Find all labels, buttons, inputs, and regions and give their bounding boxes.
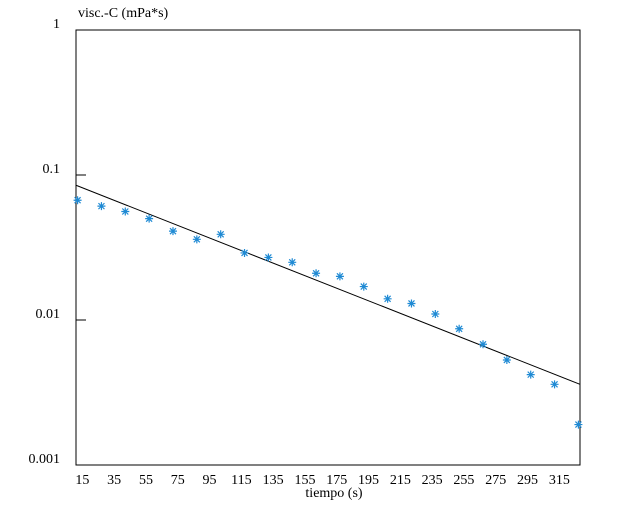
x-tick-label: 215 [390,473,411,488]
y-tick-label: 0.1 [43,162,61,177]
data-point [335,272,344,281]
x-tick-label: 95 [203,473,217,488]
data-point [97,202,106,211]
x-tick-label: 135 [263,473,284,488]
data-point [240,248,249,257]
x-tick-label: 175 [326,473,347,488]
fit-line [75,184,581,385]
data-point [479,340,488,349]
x-tick-label: 15 [75,473,89,488]
x-axis-label: tiempo (s) [305,486,362,501]
x-tick-label: 315 [549,473,570,488]
x-tick-label: 255 [453,473,474,488]
chart-title: visc.-C (mPa*s) [78,6,169,21]
data-point [383,294,392,303]
data-point [407,299,416,308]
data-point [145,214,154,223]
y-tick-label: 0.001 [29,452,61,467]
data-point [526,370,535,379]
data-point [455,324,464,333]
x-tick-label: 155 [294,473,315,488]
y-tick-label: 0.01 [36,307,61,322]
data-point [359,282,368,291]
x-tick-label: 55 [139,473,153,488]
x-tick-label: 235 [422,473,443,488]
data-point [168,227,177,236]
x-tick-label: 35 [107,473,121,488]
x-tick-label: 275 [485,473,506,488]
data-point [73,196,82,205]
x-tick-label: 75 [171,473,185,488]
data-point [288,258,297,267]
y-tick-label: 1 [53,17,60,32]
x-tick-label: 295 [517,473,538,488]
data-point [192,235,201,244]
data-point [550,380,559,389]
data-point [216,230,225,239]
data-point [502,355,511,364]
data-point [574,420,583,429]
x-tick-label: 195 [358,473,379,488]
plot-frame [75,29,581,466]
data-point [121,207,130,216]
x-tick-label: 115 [231,473,251,488]
data-point [312,269,321,278]
data-point [264,253,273,262]
data-point [431,309,440,318]
